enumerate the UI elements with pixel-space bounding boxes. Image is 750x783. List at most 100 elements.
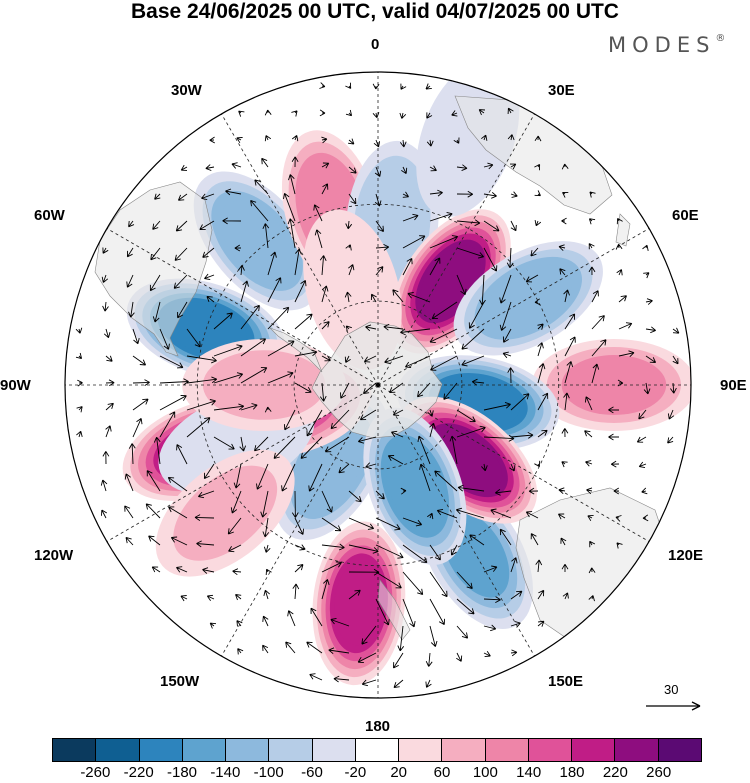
wind-arrow <box>392 289 404 303</box>
wind-arrow <box>365 324 377 332</box>
wind-arrow <box>319 82 326 89</box>
wind-arrow <box>645 326 656 334</box>
anomaly-contour <box>334 561 384 646</box>
wind-arrow <box>397 625 405 652</box>
wind-arrow <box>483 401 511 411</box>
wind-arrow <box>321 136 328 144</box>
wind-arrow <box>263 544 271 553</box>
wind-arrow <box>209 136 216 144</box>
wind-arrow <box>425 679 432 688</box>
wind-arrow <box>402 258 413 276</box>
colorbar-swatch <box>572 739 616 761</box>
wind-arrow <box>400 487 407 495</box>
wind-arrow <box>180 164 188 171</box>
wind-arrow <box>306 409 323 437</box>
wind-arrow <box>456 598 475 615</box>
map-boundary <box>64 71 692 699</box>
anomaly-center <box>363 407 467 565</box>
wind-arrow <box>294 313 313 330</box>
lon-label-180: 180 <box>365 718 391 735</box>
colorbar <box>52 738 702 762</box>
wind-arrow <box>558 487 566 495</box>
wind-arrow <box>638 461 647 469</box>
anomaly-contour <box>202 350 326 420</box>
wind-arrow <box>180 595 188 602</box>
wind-arrow <box>250 199 269 222</box>
anomaly-contour <box>173 465 278 561</box>
wind-arrow <box>375 243 390 251</box>
wind-arrow <box>201 193 215 201</box>
wind-arrow <box>588 567 596 574</box>
wind-arrow <box>585 460 593 467</box>
wind-arrow <box>370 293 377 303</box>
wind-arrow <box>132 379 150 386</box>
wind-arrow <box>321 162 330 169</box>
wind-arrow <box>534 298 541 306</box>
wind-arrow <box>103 328 111 339</box>
wind-arrow <box>213 344 243 357</box>
anomaly-center <box>453 241 603 356</box>
wind-arrow <box>348 138 355 145</box>
anomaly-contour <box>315 229 390 350</box>
colorbar-tick-label: 180 <box>559 764 585 781</box>
wind-arrow <box>667 409 675 420</box>
wind-arrow <box>105 355 113 362</box>
wind-arrow <box>453 137 460 144</box>
wind-arrow <box>560 537 567 546</box>
wind-arrow <box>608 406 620 414</box>
meridian-line <box>106 384 379 542</box>
wind-arrow <box>197 490 215 499</box>
anomaly-center <box>182 339 347 431</box>
wind-arrow <box>273 436 296 459</box>
colorbar-swatch <box>399 739 443 761</box>
colorbar-tick-label: -60 <box>301 764 323 781</box>
colorbar-swatch <box>139 739 183 761</box>
wind-arrow <box>525 511 539 519</box>
wind-arrow <box>537 323 544 330</box>
wind-arrow <box>670 382 677 394</box>
modes-logo: MODES® <box>608 33 725 57</box>
lon-label-120e: 120E <box>668 547 704 564</box>
wind-arrow <box>456 274 467 296</box>
wind-arrow <box>348 544 379 554</box>
wind-arrow <box>589 191 596 198</box>
wind-arrow <box>236 137 243 144</box>
wind-arrow <box>330 409 350 430</box>
wind-arrow <box>615 243 623 250</box>
wind-arrow <box>170 536 188 546</box>
wind-arrow <box>231 162 242 169</box>
lon-label-150e: 150E <box>548 673 584 690</box>
wind-arrow <box>314 229 323 249</box>
meridian-line <box>377 384 535 657</box>
wind-arrow <box>261 157 269 168</box>
wind-arrow <box>345 220 353 230</box>
wind-arrow <box>391 430 404 438</box>
wind-arrow <box>510 590 523 600</box>
wind-arrow <box>308 463 323 492</box>
wind-arrow <box>483 220 500 232</box>
wind-arrow <box>525 274 539 283</box>
wind-arrow <box>203 463 215 480</box>
colorbar-tick-label: 220 <box>602 764 628 781</box>
wind-arrow <box>456 219 481 227</box>
wind-arrow <box>344 355 351 363</box>
wind-arrow <box>461 328 485 350</box>
anomaly-field <box>122 72 691 686</box>
map-title: Base 24/06/2025 00 UTC, valid 04/07/2025… <box>131 0 619 23</box>
wind-arrow <box>75 352 83 360</box>
lon-label-150w: 150W <box>160 673 200 690</box>
wind-arrow <box>384 355 404 364</box>
wind-arrow <box>616 269 623 276</box>
wind-arrow <box>105 379 115 387</box>
wind-arrow <box>643 272 650 279</box>
wind-arrow <box>562 592 569 600</box>
wind-arrow <box>499 274 512 304</box>
lon-label-120w: 120W <box>34 547 74 564</box>
wind-arrow <box>402 213 419 222</box>
wind-arrow <box>283 192 296 222</box>
wind-arrow <box>167 476 188 492</box>
wind-arrow <box>584 396 593 411</box>
wind-arrow <box>309 673 323 681</box>
wind-arrow <box>213 372 244 384</box>
colorbar-swatch <box>658 739 701 761</box>
